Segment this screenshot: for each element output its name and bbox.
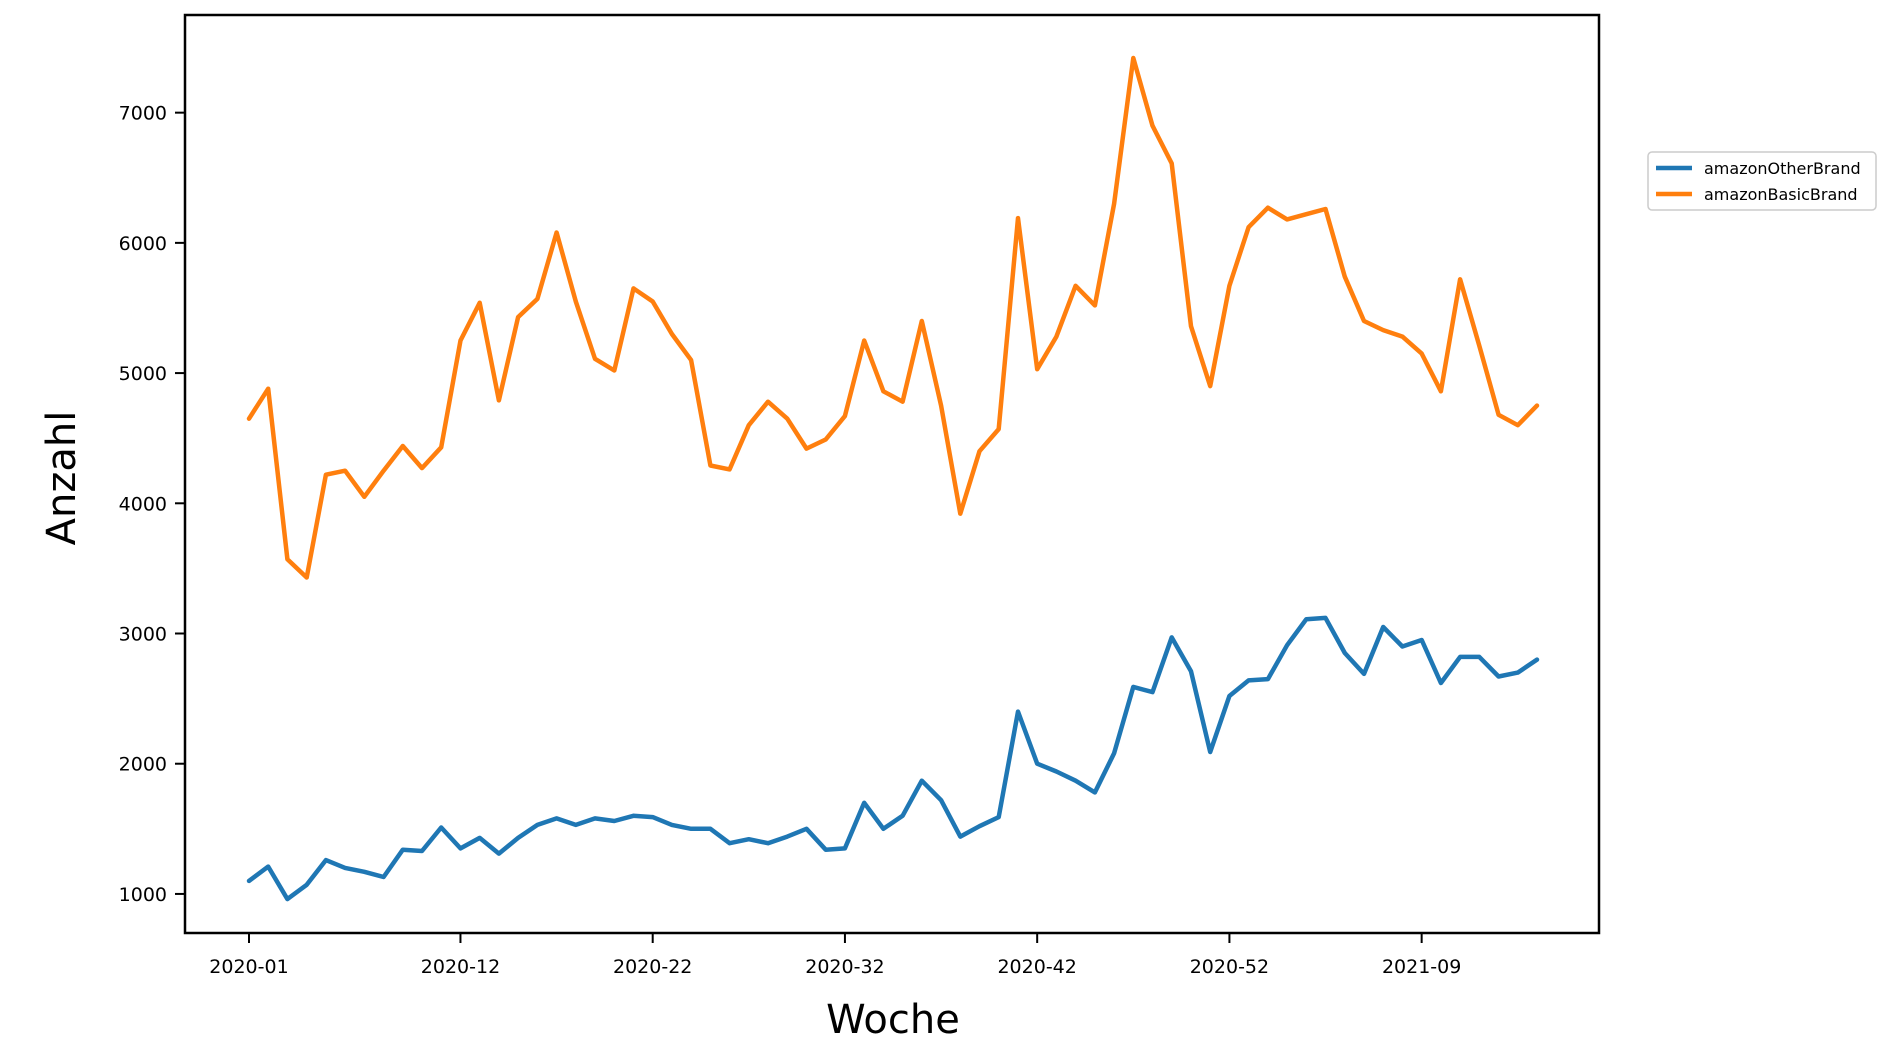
y-tick-label: 3000	[119, 624, 167, 646]
series-line-amazonBasicBrand	[246, 55, 1540, 580]
x-tick-label: 2020-01	[209, 956, 288, 978]
legend-label-amazonBasicBrand: amazonBasicBrand	[1704, 185, 1858, 204]
series-line-amazonOtherBrand	[246, 615, 1540, 902]
x-axis-label: Woche	[826, 997, 960, 1043]
x-tick-label: 2020-52	[1190, 956, 1269, 978]
y-axis-label: Anzahl	[39, 411, 85, 546]
y-tick-label: 4000	[119, 493, 167, 515]
x-tick-label: 2020-42	[997, 956, 1076, 978]
y-axis: 1000 2000 3000 4000 5000 6000 7000	[119, 103, 185, 906]
x-tick-label: 2020-22	[613, 956, 692, 978]
x-tick-label: 2020-32	[805, 956, 884, 978]
y-tick-label: 6000	[119, 233, 167, 255]
series-lines	[246, 55, 1540, 902]
plot-frame	[183, 13, 1601, 935]
y-tick-label: 1000	[119, 884, 167, 906]
y-tick-label: 5000	[119, 363, 167, 385]
y-tick-label: 2000	[119, 754, 167, 776]
legend-label-amazonOtherBrand: amazonOtherBrand	[1704, 159, 1861, 178]
x-tick-label: 2020-12	[421, 956, 500, 978]
x-tick-label: 2021-09	[1382, 956, 1461, 978]
y-tick-label: 7000	[119, 103, 167, 125]
legend-box	[1647, 151, 1877, 211]
legend: amazonOtherBrand amazonBasicBrand	[1647, 151, 1877, 211]
x-axis: 2020-01 2020-12 2020-22 2020-32 2020-42 2020-…	[209, 933, 1461, 978]
